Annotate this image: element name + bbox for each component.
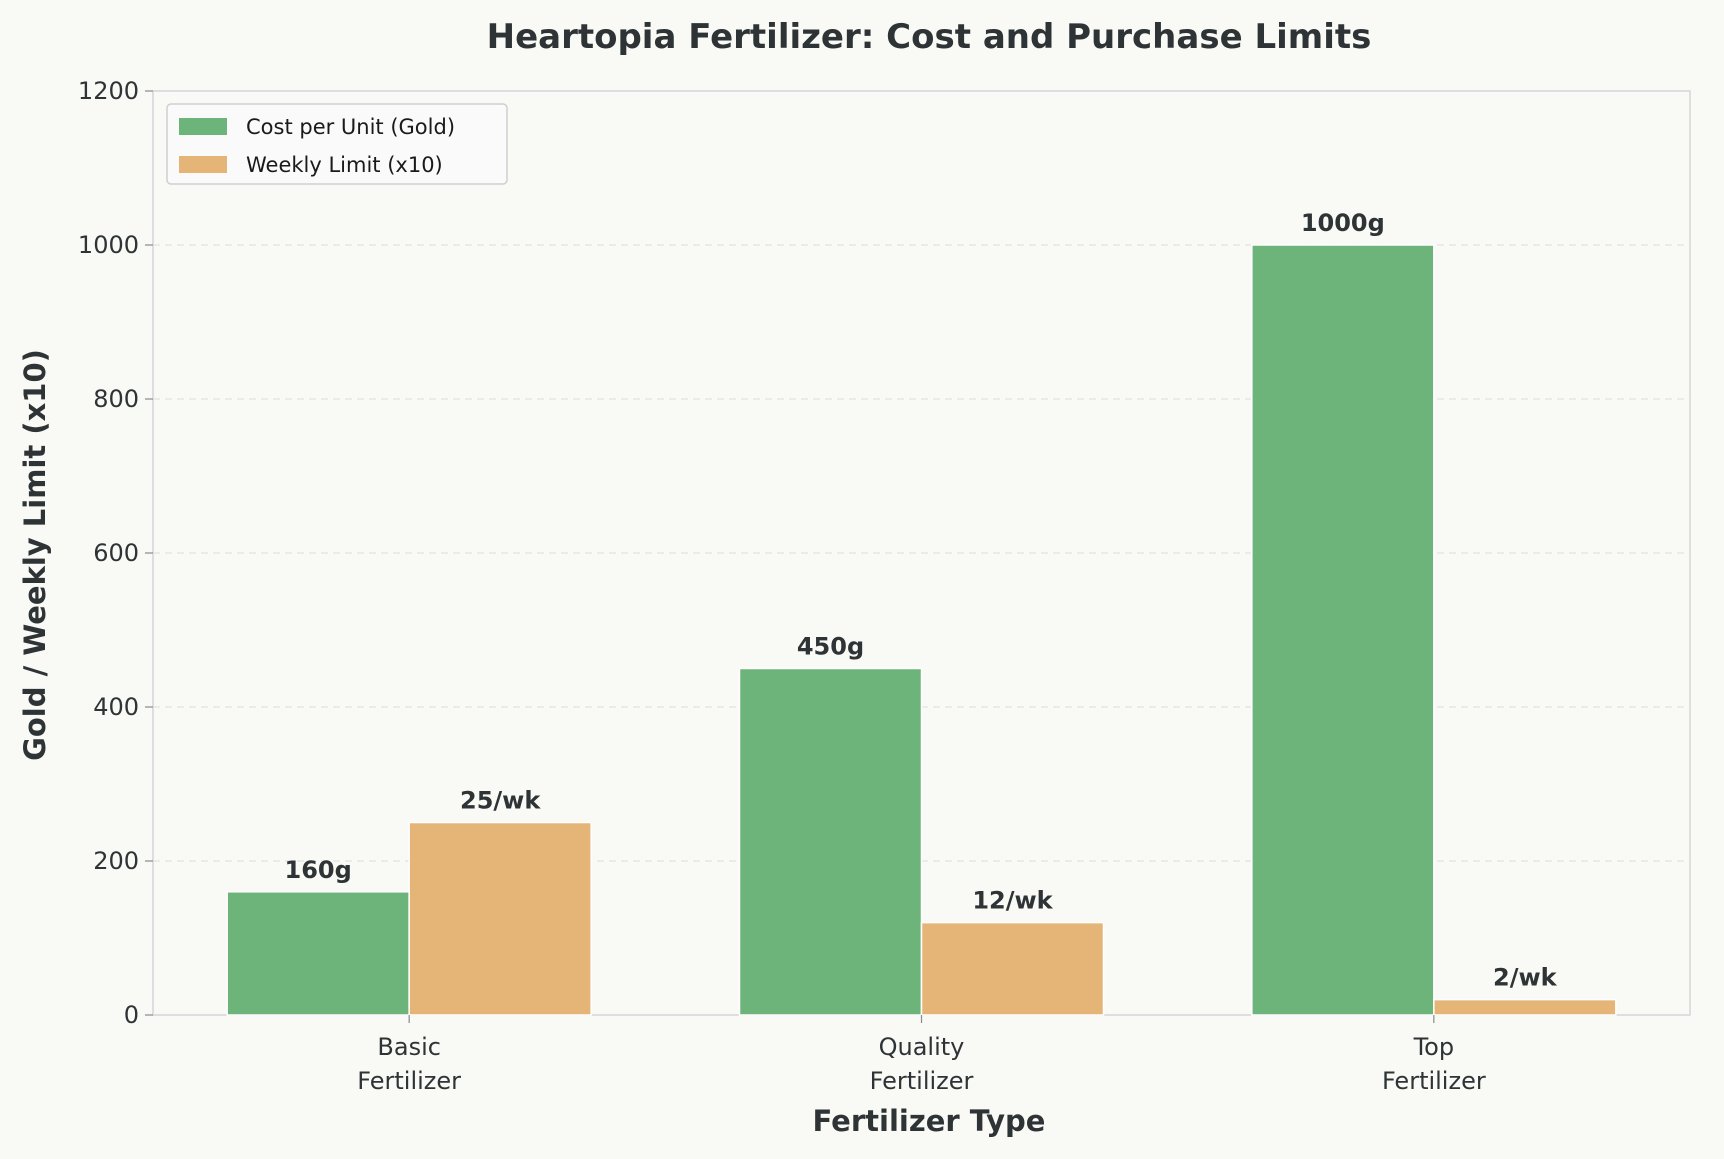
legend-swatch — [179, 118, 227, 135]
x-tick-label: Quality — [879, 1033, 965, 1061]
y-tick-label: 400 — [93, 693, 139, 721]
y-axis-label: Gold / Weekly Limit (x10) — [18, 349, 52, 761]
bar-cost — [226, 891, 410, 1016]
y-tick-label: 200 — [93, 847, 139, 875]
data-label: 12/wk — [972, 887, 1053, 915]
x-tick-label: Top — [1413, 1033, 1455, 1061]
y-tick-label: 1200 — [78, 77, 139, 105]
x-tick-label: Fertilizer — [1382, 1067, 1486, 1095]
x-tick-label: Basic — [377, 1033, 441, 1061]
bar-weekly-limit — [1433, 998, 1617, 1016]
y-tick-label: 800 — [93, 385, 139, 413]
bar-weekly-limit — [920, 921, 1105, 1016]
data-label: 450g — [797, 633, 864, 661]
legend: Cost per Unit (Gold) Weekly Limit (x10) — [166, 103, 508, 185]
y-tick-label: 1000 — [78, 231, 139, 259]
legend-label: Weekly Limit (x10) — [246, 153, 443, 177]
y-tick-label: 0 — [124, 1001, 139, 1029]
bar-weekly-limit — [408, 821, 592, 1016]
plot-area: 0 200 400 600 800 1000 1200 160g 25/wk Basic Ferti… — [78, 77, 1691, 1095]
x-axis-label: Fertilizer Type — [813, 1104, 1046, 1138]
bar-cost — [738, 667, 923, 1016]
x-tick-label: Fertilizer — [870, 1067, 974, 1095]
legend-box — [166, 103, 508, 185]
bar-cost — [1251, 244, 1435, 1016]
legend-label: Cost per Unit (Gold) — [246, 115, 455, 139]
data-label: 2/wk — [1493, 964, 1558, 992]
data-label: 160g — [285, 856, 352, 884]
y-tick-label: 600 — [93, 539, 139, 567]
x-tick-label: Fertilizer — [357, 1067, 461, 1095]
data-label: 25/wk — [460, 787, 541, 815]
data-label: 1000g — [1301, 209, 1385, 237]
chart-title: Heartopia Fertilizer: Cost and Purchase … — [487, 17, 1372, 57]
legend-swatch — [179, 156, 227, 173]
